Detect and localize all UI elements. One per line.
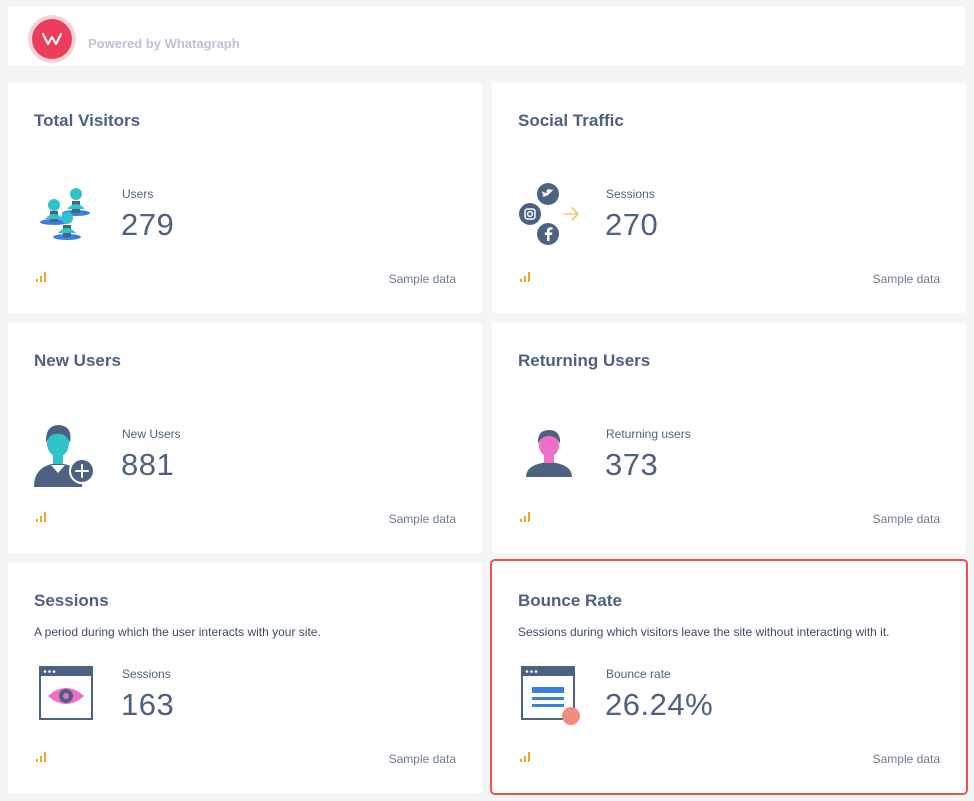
metric-value: 881 (121, 447, 175, 482)
metric-value: 270 (605, 207, 659, 242)
card-title: Bounce Rate (518, 591, 622, 610)
social-traffic-icon (519, 183, 579, 245)
card-title: Total Visitors (34, 111, 141, 130)
signal-bars-icon (520, 752, 530, 762)
metric-value: 279 (121, 207, 175, 242)
card-bounce-rate[interactable]: Bounce Rate Sessions during which visito… (492, 561, 966, 793)
users-group-icon (40, 188, 90, 240)
sample-data-label: Sample data (872, 272, 940, 286)
metric-label: Users (122, 187, 154, 201)
metric-value: 163 (121, 687, 175, 722)
card-description: Sessions during which visitors leave the… (518, 625, 890, 639)
signal-bars-icon (520, 272, 530, 282)
card-title: Returning Users (518, 351, 651, 370)
sample-data-label: Sample data (388, 752, 456, 766)
metric-label: Sessions (606, 187, 655, 201)
metric-label: Sessions (122, 667, 171, 681)
metric-label: Bounce rate (606, 667, 671, 681)
card-total-visitors[interactable]: Total Visitors Users 279 Sample data (8, 83, 482, 313)
card-title: Social Traffic (518, 111, 624, 130)
card-new-users[interactable]: New Users New Users 881 Sample data (8, 323, 482, 553)
returning-user-icon (526, 430, 572, 477)
session-eye-icon (39, 666, 93, 720)
signal-bars-icon (36, 272, 46, 282)
card-social-traffic[interactable]: Social Traffic Sessions 270 Sample data (492, 83, 966, 313)
metric-value: 26.24% (605, 687, 714, 722)
card-sessions[interactable]: Sessions A period during which the user … (8, 563, 482, 793)
signal-bars-icon (36, 752, 46, 762)
metric-value: 373 (605, 447, 659, 482)
signal-bars-icon (520, 512, 530, 522)
sample-data-label: Sample data (388, 272, 456, 286)
card-returning-users[interactable]: Returning Users Returning users 373 Samp… (492, 323, 966, 553)
whatagraph-logo[interactable] (32, 19, 72, 59)
card-description: A period during which the user interacts… (34, 625, 321, 639)
sample-data-label: Sample data (872, 512, 940, 526)
sample-data-label: Sample data (388, 512, 456, 526)
metric-label: New Users (122, 427, 181, 441)
powered-by-text: Powered by Whatagraph (88, 36, 240, 51)
card-title: New Users (34, 351, 121, 370)
sample-data-label: Sample data (872, 752, 940, 766)
metric-label: Returning users (606, 427, 691, 441)
card-title: Sessions (34, 591, 109, 610)
whatagraph-logo-icon (42, 33, 62, 45)
bounce-rate-icon (521, 666, 580, 725)
top-bar: Powered by Whatagraph (8, 6, 965, 66)
new-user-icon (34, 425, 95, 487)
signal-bars-icon (36, 512, 46, 522)
